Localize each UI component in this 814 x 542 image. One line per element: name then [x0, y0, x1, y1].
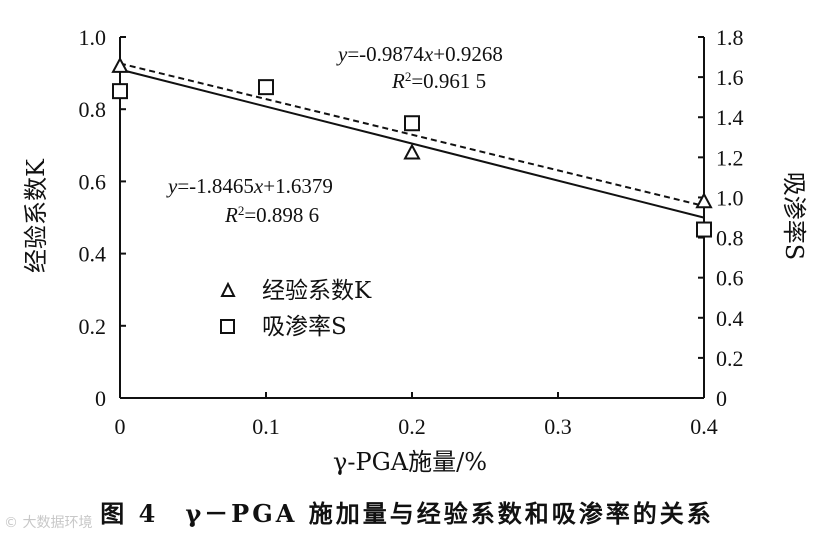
x-tick-label: 0.3 — [544, 414, 572, 439]
fit-equation-s: y=-1.8465x+1.6379 — [166, 174, 333, 198]
point-k — [111, 56, 129, 73]
y-left-tick-label: 1.0 — [79, 25, 107, 50]
fit-line-k — [119, 62, 705, 207]
y-right-tick-label: 0.6 — [716, 266, 744, 291]
y-right-tick-label: 1.8 — [716, 25, 744, 50]
x-tick-label: 0.1 — [252, 414, 280, 439]
data-points — [111, 56, 713, 238]
point-k — [403, 143, 421, 160]
chart: 0 0.1 0.2 0.3 0.4 0 0.2 0.4 0.6 0.8 1.0 0 0.2 0.4 0.6 0… — [22, 25, 808, 476]
y-right-tick-label: 1.6 — [716, 65, 744, 90]
legend: 经验系数K 吸渗率S — [220, 278, 372, 340]
figure-caption: 图 4 γ－PGA 施加量与经验系数和吸渗率的关系 — [100, 499, 714, 528]
y-right-tick-label: 1.0 — [716, 185, 744, 210]
point-s — [258, 79, 274, 96]
y-right-tick-label: 0.8 — [716, 226, 744, 251]
point-s — [112, 83, 128, 100]
y-right-axis-title: 吸渗率S — [780, 172, 808, 260]
legend-marker-square — [220, 319, 235, 334]
x-tick-label: 0.2 — [398, 414, 426, 439]
point-s — [696, 221, 712, 238]
y-left-tick-label: 0.8 — [79, 97, 107, 122]
fit-r2-k: R2=0.961 5 — [391, 69, 486, 94]
legend-label-s: 吸渗率S — [262, 314, 347, 340]
point-k — [695, 192, 713, 209]
fit-r2-s: R2=0.898 6 — [224, 203, 319, 228]
x-tick-label: 0 — [115, 414, 126, 439]
y-right-tick-label: 1.2 — [716, 145, 744, 170]
y-left-tick-label: 0.4 — [79, 242, 107, 267]
legend-label-k: 经验系数K — [262, 278, 372, 304]
y-left-tick-label: 0 — [95, 386, 106, 411]
fit-equation-k: y=-0.9874x+0.9268 — [336, 42, 503, 66]
legend-marker-triangle — [220, 281, 236, 297]
y-left-tick-label: 0.6 — [79, 169, 107, 194]
y-right-tick-label: 1.4 — [716, 105, 744, 130]
y-right-tick-label: 0.4 — [716, 306, 744, 331]
x-tick-label: 0.4 — [690, 414, 718, 439]
y-right-tick-label: 0.2 — [716, 346, 744, 371]
point-s — [404, 115, 420, 132]
y-right-tick-label: 0 — [716, 386, 727, 411]
watermark-text: © 大数据环境 — [4, 515, 93, 531]
x-axis-title: γ-PGA施量/% — [333, 448, 487, 476]
y-left-tick-label: 0.2 — [79, 314, 107, 339]
y-left-axis-title: 经验系数K — [22, 158, 50, 273]
